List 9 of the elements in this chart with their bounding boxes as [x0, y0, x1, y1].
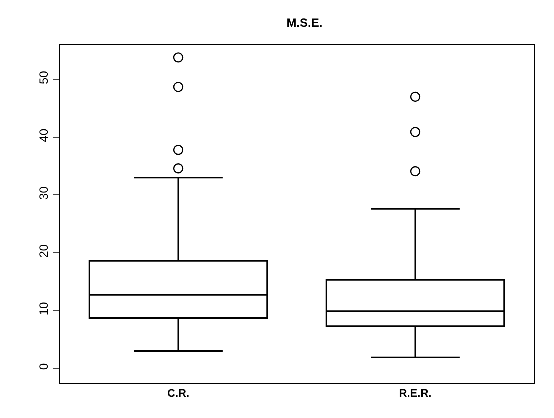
y-tick-label: 30	[37, 186, 52, 200]
chart-title: M.S.E.	[286, 16, 323, 30]
y-tick-label: 50	[37, 70, 52, 85]
x-tick-label: C.R.	[168, 388, 190, 400]
y-tick-label: 0	[37, 363, 52, 370]
y-tick-label: 10	[37, 302, 52, 316]
y-tick-label: 40	[37, 128, 52, 142]
y-tick-label: 20	[37, 244, 52, 258]
x-tick-label: R.E.R.	[399, 388, 432, 400]
